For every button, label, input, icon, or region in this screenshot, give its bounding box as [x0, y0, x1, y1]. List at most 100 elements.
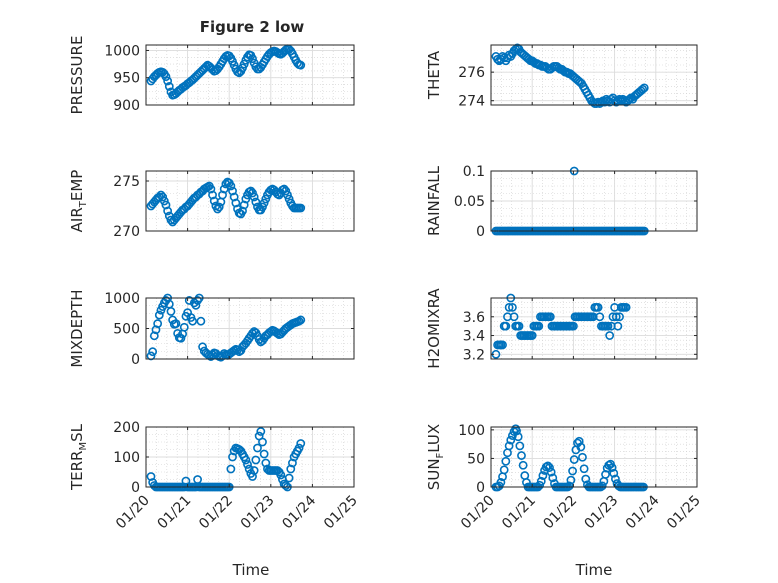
terr-msl-xtick-label: 01/20: [113, 493, 153, 533]
sun-flux-marker: [517, 451, 526, 460]
pressure-marker: [164, 82, 174, 91]
mixdepth-marker: [191, 300, 201, 310]
terr-msl-marker: [284, 473, 294, 483]
sun-flux-marker: [499, 465, 509, 475]
sun-flux-ytick-label: 0: [476, 480, 485, 496]
terr-msl-xtick-label: 01/21: [155, 493, 195, 533]
air-temp-marker: [213, 204, 222, 214]
air-temp-marker: [248, 188, 257, 198]
mixdepth-marker: [171, 319, 181, 329]
pressure-marker: [296, 60, 306, 70]
h2omixra-marker: [595, 312, 605, 322]
sun-flux-marker: [566, 475, 576, 485]
sun-flux-axes-box: [490, 426, 698, 488]
air-temp-marker: [228, 186, 237, 196]
terr-msl-xtick-label: 01/22: [196, 493, 236, 533]
sun-flux-ytick-label: 50: [467, 451, 485, 467]
theta-axes-box: [490, 44, 698, 106]
h2omixra-marker: [498, 340, 507, 350]
h2omixra-marker: [611, 312, 621, 322]
terr-msl-xtick-label: 01/23: [238, 493, 278, 533]
subplot-pressure: 900 950 1000 PRESSURE: [68, 36, 355, 114]
mixdepth-ylabel: MIXDEPTH: [68, 289, 86, 367]
h2omixra-marker: [514, 321, 524, 331]
h2omixra-marker: [504, 302, 514, 312]
h2omixra-ytick-label: 3.2: [463, 347, 485, 363]
h2omixra-ytick-label: 3.6: [463, 310, 485, 326]
theta-ytick-label: 276: [458, 65, 485, 81]
sun-flux-marker: [545, 463, 554, 472]
subplot-h2omixra: 3.2 3.4 3.6 H2OMIXRA: [425, 288, 698, 369]
h2omixra-marker: [613, 321, 623, 331]
sun-flux-marker: [597, 481, 607, 491]
air-temp-marker: [296, 203, 306, 213]
air-temp-ylabel: AIRTEMP: [68, 170, 89, 233]
mixdepth-marker: [248, 328, 257, 338]
air-temp-marker: [229, 192, 239, 202]
mixdepth-marker: [184, 296, 194, 305]
terr-msl-marker: [276, 470, 286, 480]
sun-flux-marker: [609, 468, 619, 478]
air-temp-axes-box: [145, 170, 355, 232]
terr-msl-xtick-label: 01/24: [279, 492, 319, 532]
h2omixra-axes-box: [490, 297, 698, 360]
theta-ytick-label: 274: [458, 94, 485, 110]
sun-flux-xtick-label: 01/23: [582, 493, 622, 533]
pressure-marker: [248, 54, 257, 64]
terr-msl-ytick-label: 200: [113, 420, 140, 436]
air-temp-marker: [226, 181, 236, 191]
sun-flux-marker: [546, 467, 556, 477]
terr-msl-marker: [251, 455, 261, 465]
sun-flux-marker: [504, 441, 514, 451]
mixdepth-marker: [166, 307, 176, 316]
sun-flux-marker: [506, 435, 516, 445]
rainfall-ytick-label: 0: [476, 224, 485, 240]
sun-flux-marker: [576, 442, 586, 452]
pressure-marker: [163, 76, 173, 86]
h2omixra-marker: [593, 302, 603, 312]
figure-title: Figure 2 low: [200, 18, 305, 36]
sun-flux-marker: [607, 463, 617, 472]
terr-msl-marker: [288, 458, 297, 468]
h2omixra-ylabel: H2OMIXRA: [425, 288, 443, 369]
subplot-sun-flux: 01/20 01/21 01/22 01/23 01/24 01/25 0 50 100 SUNF…: [425, 423, 704, 533]
h2omixra-marker: [534, 321, 544, 331]
terr-msl-xtick-label: 01/25: [321, 493, 361, 533]
sun-flux-marker: [581, 474, 591, 484]
air-temp-marker: [251, 197, 261, 207]
sun-flux-marker: [564, 481, 574, 491]
x-axis-label-left: Time: [232, 561, 270, 579]
theta-ylabel: THETA: [425, 50, 443, 100]
air-temp-marker: [258, 202, 267, 212]
sun-flux-marker: [515, 441, 525, 451]
terr-msl-marker: [281, 481, 291, 490]
subplot-air-temp: 270 275 AIRTEMP: [68, 170, 355, 240]
h2omixra-marker: [569, 321, 578, 331]
rainfall-ytick-label: 0.05: [454, 194, 485, 210]
terr-msl-marker: [256, 427, 266, 436]
sun-flux-marker: [501, 456, 511, 466]
air-temp-marker: [241, 194, 251, 204]
terr-msl-marker: [248, 472, 257, 481]
terr-msl-ytick-label: 0: [131, 480, 140, 496]
terr-msl-marker: [243, 460, 252, 469]
sun-flux-marker: [535, 480, 545, 490]
terr-msl-marker: [259, 449, 269, 459]
h2omixra-marker: [621, 302, 631, 312]
mixdepth-marker: [154, 310, 164, 320]
air-temp-marker: [166, 215, 176, 225]
h2omixra-marker: [527, 331, 537, 340]
mixdepth-marker: [176, 333, 186, 343]
h2omixra-marker: [545, 312, 555, 322]
mixdepth-ytick-label: 0: [131, 352, 140, 368]
terr-msl-marker: [253, 443, 262, 453]
sun-flux-marker: [518, 460, 528, 470]
air-temp-marker: [158, 192, 168, 202]
mixdepth-marker: [153, 319, 163, 329]
terr-msl-marker: [228, 452, 237, 462]
terr-msl-marker: [296, 439, 306, 448]
terr-msl-ylabel: TERRMSL: [68, 423, 89, 491]
air-temp-ytick-label: 275: [113, 174, 140, 190]
sun-flux-marker: [574, 436, 584, 446]
